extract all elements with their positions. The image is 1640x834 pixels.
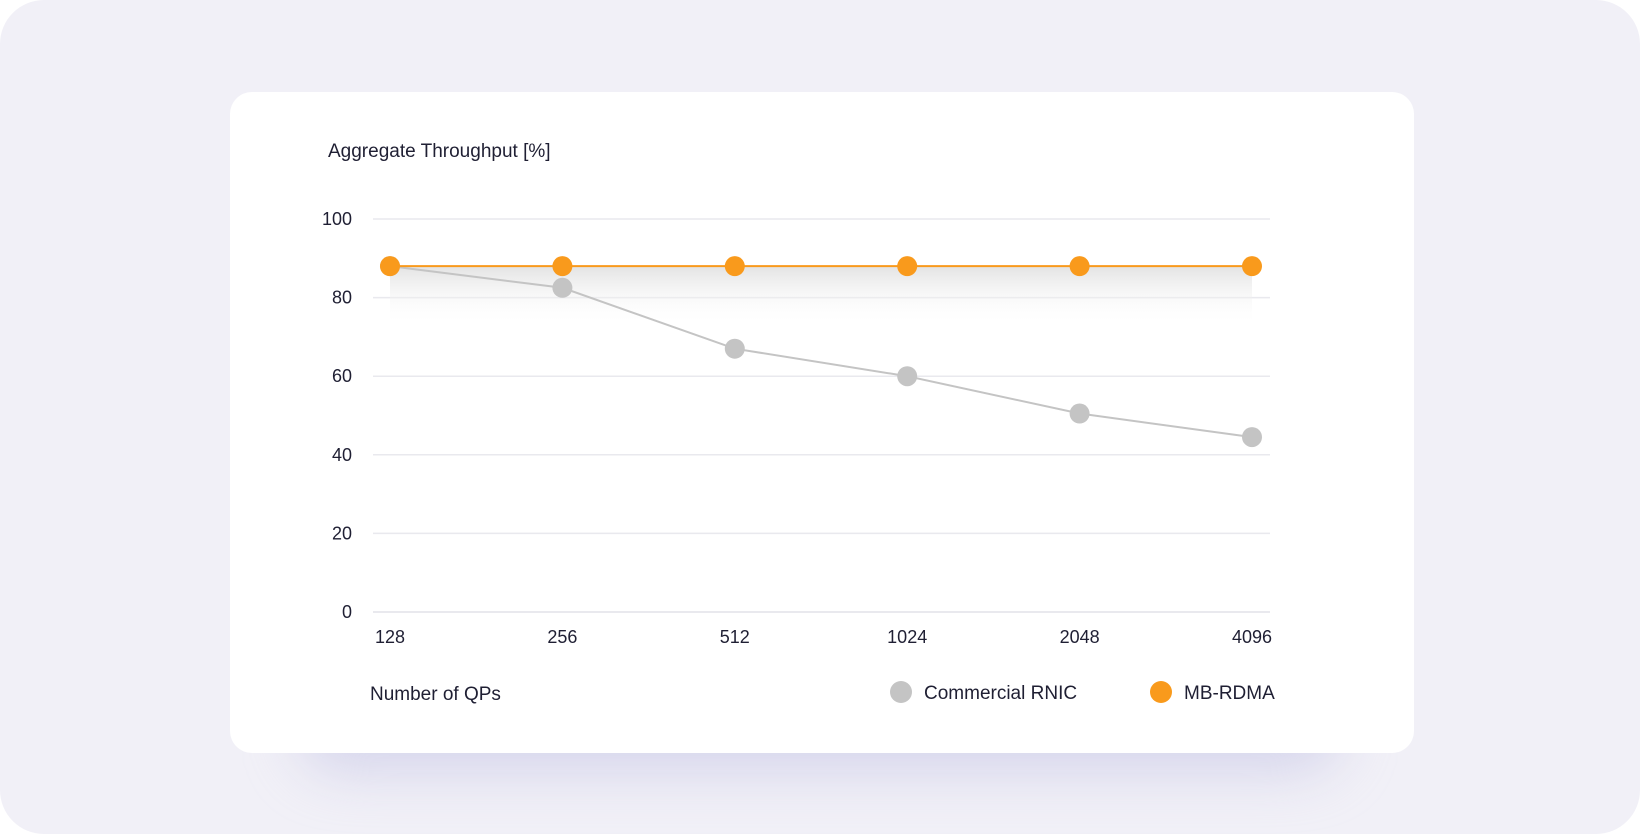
series-mb-rdma [380,256,1262,277]
y-tick-label: 80 [332,288,352,308]
y-tick-label: 0 [342,602,352,622]
y-tick-label: 20 [332,523,352,543]
legend-marker-commercial-rnic [890,681,912,703]
shaded-band [390,266,1252,327]
data-point [380,256,400,277]
throughput-line-chart: Aggregate Throughput [%] 0 20 40 60 80 100 12… [322,141,1275,705]
legend-marker-mb-rdma [1150,681,1172,703]
data-point [552,277,573,298]
gap-fill-area [390,266,1252,327]
x-axis-title: Number of QPs [370,684,501,705]
x-tick-label: 4096 [1232,627,1272,647]
data-point [897,366,918,387]
legend: Commercial RNIC MB-RDMA [890,681,1275,704]
chart-card: Aggregate Throughput [%] 0 20 40 60 80 100 12… [230,92,1414,753]
data-point [552,256,573,277]
y-tick-label: 40 [332,445,352,465]
legend-label-mb-rdma: MB-RDMA [1184,683,1275,704]
x-tick-label: 128 [375,627,405,647]
x-tick-label: 256 [547,627,577,647]
data-point [1242,427,1262,448]
data-point [1069,256,1090,277]
y-axis-title: Aggregate Throughput [%] [328,141,551,162]
grid-lines [373,218,1270,613]
x-tick-label: 512 [720,627,750,647]
data-point [1242,256,1262,277]
x-tick-label: 1024 [887,627,927,647]
legend-label-commercial-rnic: Commercial RNIC [924,683,1077,704]
y-tick-label: 100 [322,209,352,229]
series-line [389,265,1253,439]
data-point [897,256,918,277]
data-point [1069,403,1090,424]
x-tick-labels: 128 256 512 1024 2048 4096 [375,627,1272,647]
y-tick-labels: 0 20 40 60 80 100 [322,209,352,622]
series-layer [380,256,1262,448]
x-tick-label: 2048 [1060,627,1100,647]
y-tick-label: 60 [332,366,352,386]
data-point [724,338,745,359]
data-point [724,256,745,277]
